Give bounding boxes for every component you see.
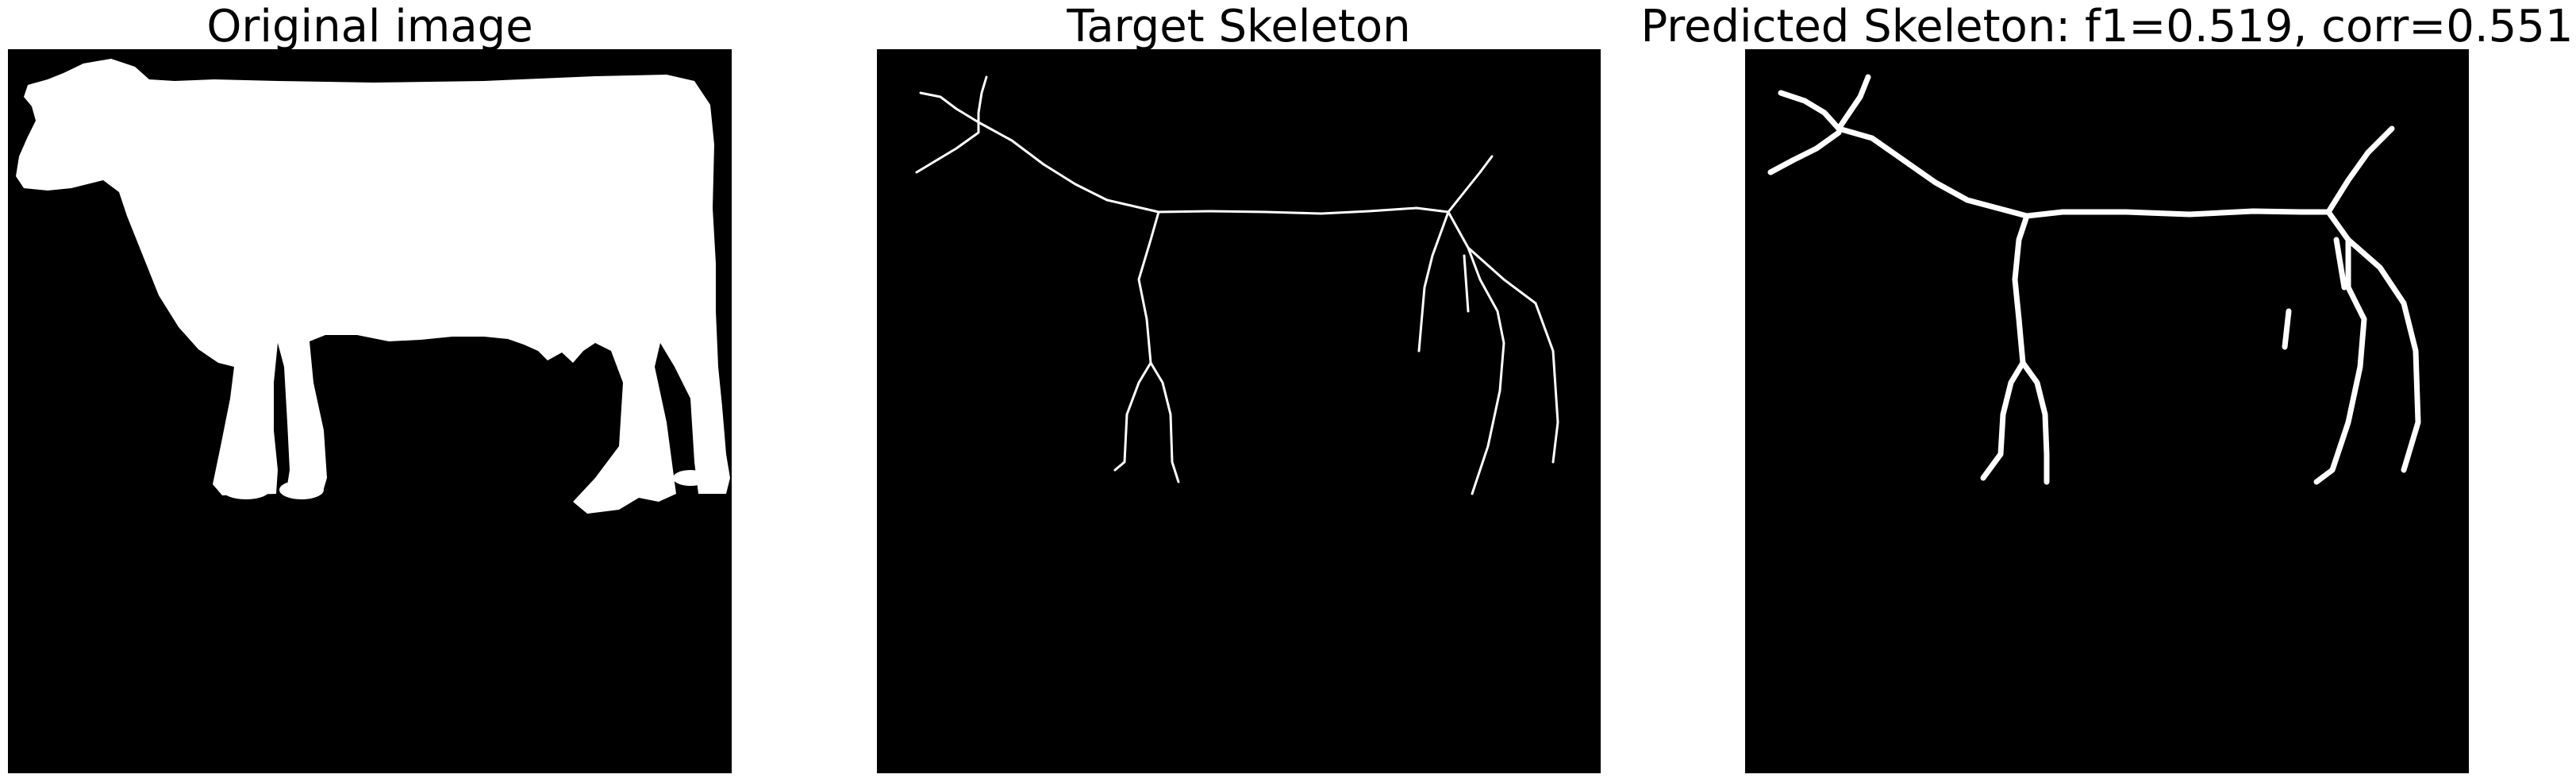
predicted-skeleton-title: Predicted Skeleton: f1=0.519, corr=0.551: [1640, 1, 2574, 52]
target-skeleton: [877, 49, 1601, 773]
predicted-skeleton: [1745, 49, 2469, 773]
original-image-panel: Original image: [8, 0, 732, 782]
original-image: [8, 49, 732, 773]
cow-silhouette: [8, 49, 732, 773]
original-image-title: Original image: [206, 1, 533, 52]
target-skeleton-image: [877, 49, 1601, 773]
target-skeleton-panel: Target Skeleton: [877, 0, 1601, 782]
predicted-skeleton-image: [1745, 49, 2469, 773]
target-skeleton-title: Target Skeleton: [1067, 1, 1411, 52]
predicted-skeleton-panel: Predicted Skeleton: f1=0.519, corr=0.551: [1640, 0, 2574, 782]
